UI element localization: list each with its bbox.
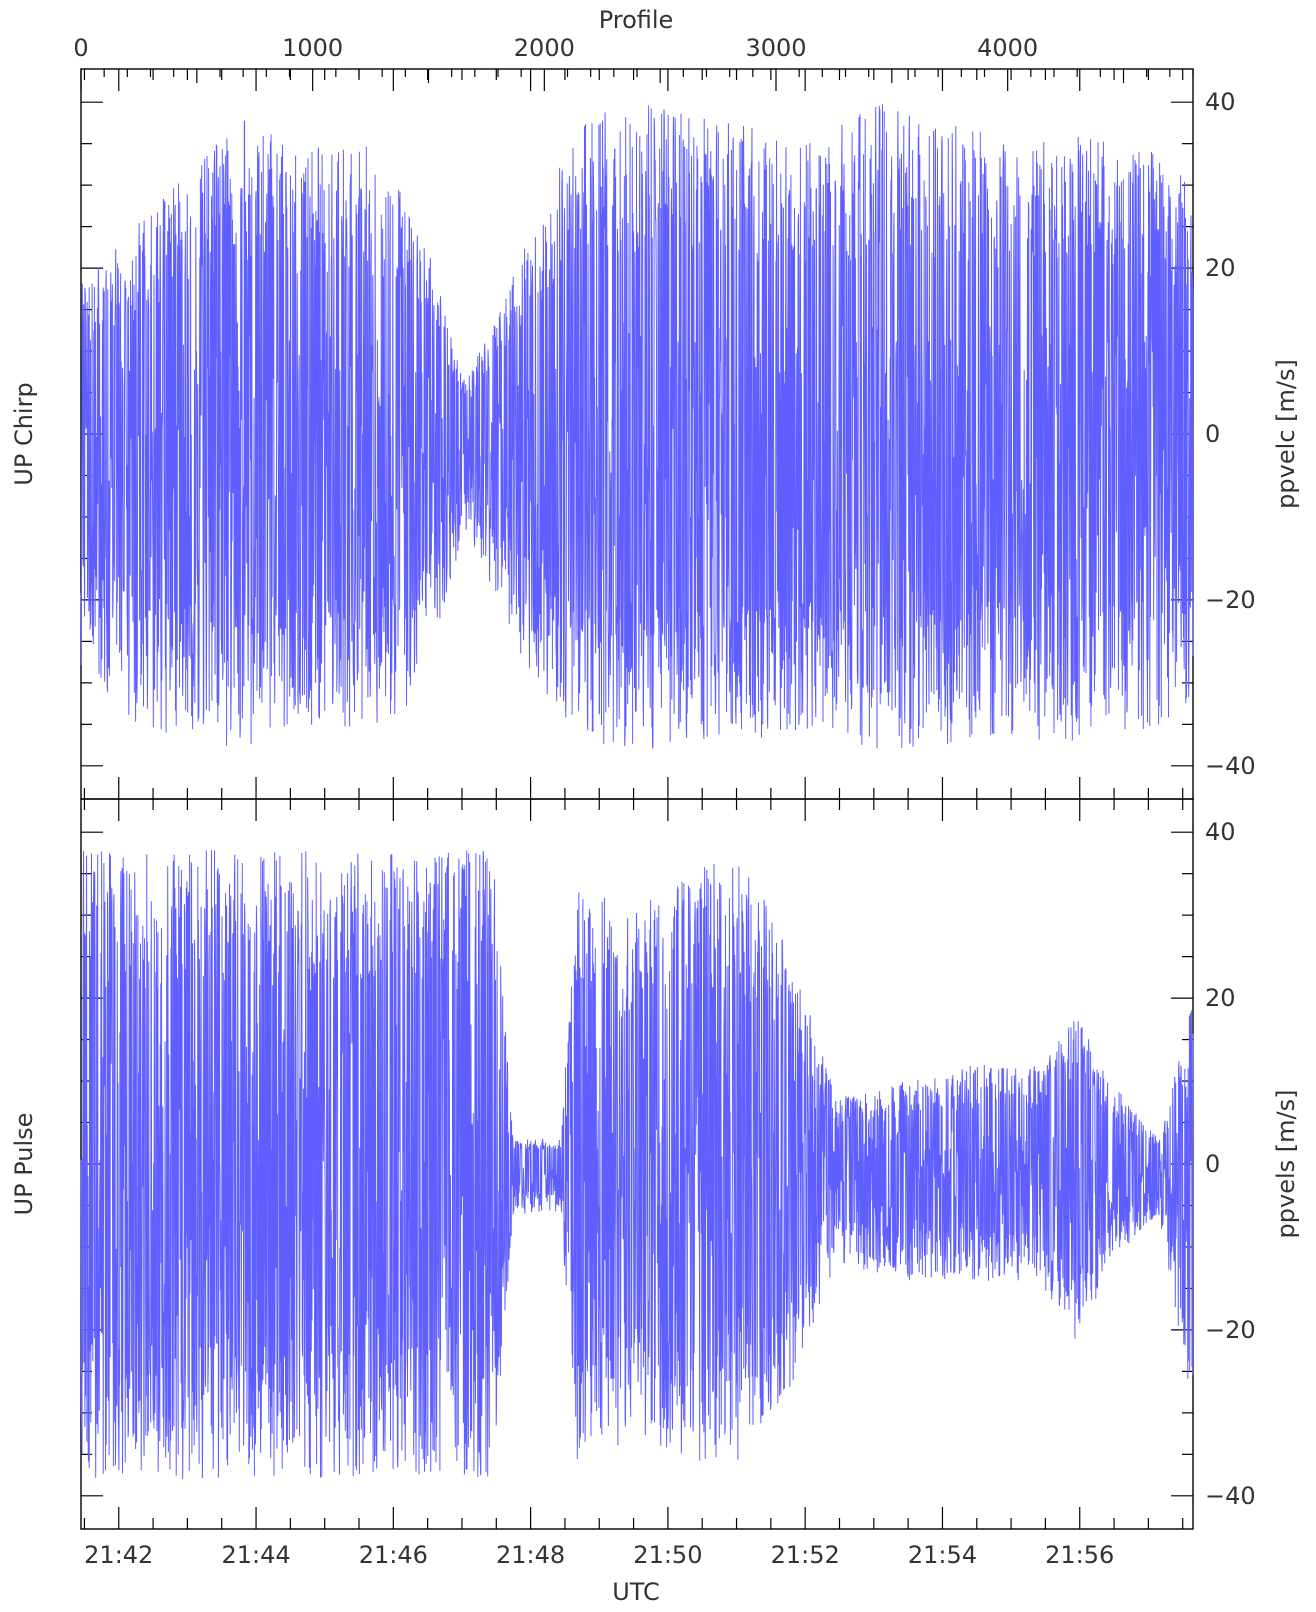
chirp-left-label: UP Chirp	[10, 382, 38, 485]
time-tick-label: 21:50	[633, 1541, 702, 1569]
pulse-left-label: UP Pulse	[10, 1113, 38, 1216]
series-line	[80, 850, 1194, 1480]
y-tick-label: 0	[1205, 420, 1220, 448]
pulse-ticks: −40 −20 0 20 40	[81, 799, 1256, 1529]
y-tick-label: −20	[1205, 1316, 1256, 1344]
profile-tick-label: 1000	[282, 34, 343, 62]
y-tick-label: 40	[1205, 88, 1236, 116]
y-tick-label: 40	[1205, 818, 1236, 846]
bottom-axis: 21:42 21:44 21:46 21:48 21:50 21:52 21:54 21:56	[84, 1541, 1114, 1569]
time-tick-label: 21:52	[771, 1541, 840, 1569]
time-tick-label: 21:46	[359, 1541, 428, 1569]
bottom-axis-title: UTC	[612, 1578, 660, 1606]
profile-tick-label: 4000	[977, 34, 1038, 62]
y-tick-label: 20	[1205, 254, 1236, 282]
y-tick-label: 20	[1205, 984, 1236, 1012]
y-tick-label: −20	[1205, 586, 1256, 614]
top-axis-title: Profile	[599, 6, 674, 34]
chirp-panel: UP Chirp ppvelc [m/s] −40 −20 0 20 40	[10, 68, 1300, 800]
series-line	[80, 104, 1194, 749]
profile-tick-label: 0	[73, 34, 88, 62]
pulse-series	[80, 850, 1194, 1480]
y-tick-label: −40	[1205, 1482, 1256, 1510]
time-tick-label: 21:48	[496, 1541, 565, 1569]
time-tick-label: 21:42	[84, 1541, 153, 1569]
y-tick-label: 0	[1205, 1150, 1220, 1178]
chirp-series	[80, 104, 1194, 749]
chirp-right-label: ppvelc [m/s]	[1272, 359, 1300, 509]
time-tick-label: 21:56	[1045, 1541, 1114, 1569]
profile-tick-label: 3000	[745, 34, 806, 62]
pulse-panel: UP Pulse ppvels [m/s] −40 −20 0 20 40	[10, 798, 1300, 1530]
time-tick-label: 21:44	[221, 1541, 290, 1569]
y-tick-label: −40	[1205, 752, 1256, 780]
profile-tick-label: 2000	[514, 34, 575, 62]
time-tick-label: 21:54	[908, 1541, 977, 1569]
top-axis: 0 1000 2000 3000 4000	[73, 34, 1194, 91]
pulse-right-label: ppvels [m/s]	[1272, 1090, 1300, 1239]
